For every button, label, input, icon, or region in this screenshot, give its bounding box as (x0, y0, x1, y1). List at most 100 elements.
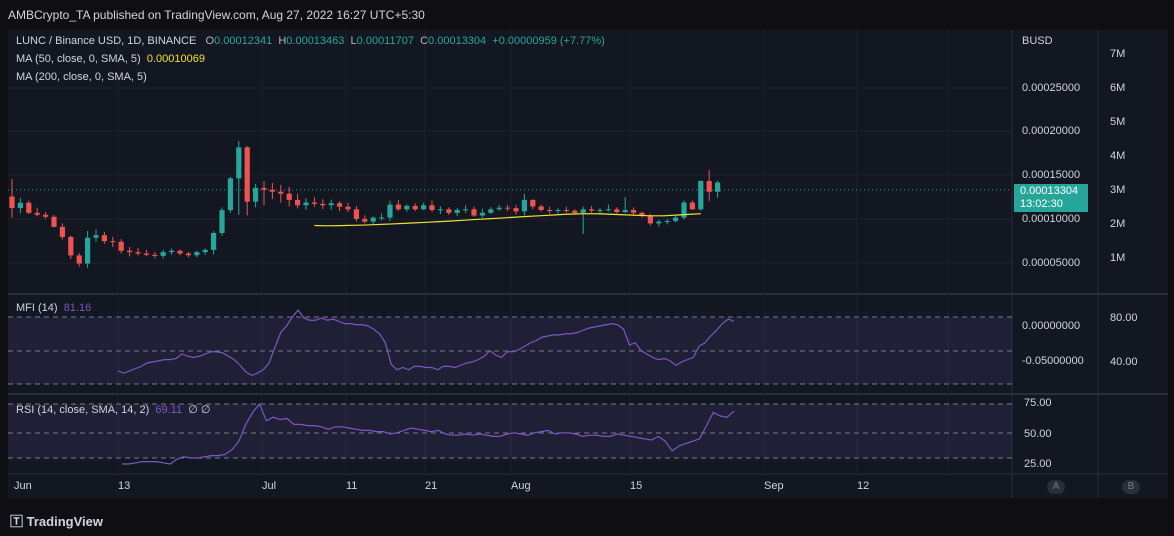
candle-body[interactable] (547, 210, 553, 212)
candle-body[interactable] (706, 180, 712, 192)
candle-body[interactable] (656, 221, 662, 224)
candle-body[interactable] (370, 217, 376, 222)
candle-body[interactable] (34, 212, 40, 215)
candle-body[interactable] (143, 253, 149, 255)
candle-body[interactable] (538, 206, 544, 211)
candle-body[interactable] (311, 202, 317, 204)
ma200-label[interactable]: MA (200, close, 0, SMA, 5) (16, 71, 147, 83)
symbol-label[interactable]: LUNC / Binance USD, 1D, BINANCE (16, 35, 197, 47)
candle-body[interactable] (303, 202, 309, 206)
candle-body[interactable] (395, 204, 401, 210)
auto-scale-button[interactable]: A (1047, 480, 1065, 494)
mfi-label[interactable]: MFI (14) (16, 302, 58, 314)
candle-body[interactable] (110, 241, 116, 243)
candle-body[interactable] (362, 218, 368, 222)
candle-body[interactable] (580, 209, 586, 213)
candle-body[interactable] (17, 202, 23, 209)
candle-body[interactable] (202, 249, 208, 253)
candle-body[interactable] (269, 189, 275, 192)
candle-body[interactable] (379, 217, 385, 219)
candle-body[interactable] (622, 210, 628, 213)
candle-body[interactable] (446, 209, 452, 213)
candle-body[interactable] (664, 220, 670, 222)
candle-body[interactable] (647, 215, 653, 224)
candle-body[interactable] (177, 250, 183, 254)
candle-body[interactable] (454, 210, 460, 213)
log-scale-button[interactable]: B (1122, 480, 1140, 494)
candle-body[interactable] (496, 207, 502, 210)
candle-body[interactable] (488, 209, 494, 213)
candle-body[interactable] (227, 178, 233, 211)
candle-body[interactable] (295, 199, 301, 206)
candle-body[interactable] (337, 203, 343, 207)
candle-body[interactable] (76, 255, 82, 264)
candle-body[interactable] (597, 210, 603, 212)
candle-body[interactable] (93, 235, 99, 238)
candle-body[interactable] (59, 226, 65, 237)
candle-body[interactable] (681, 202, 687, 218)
mfi-legend[interactable]: MFI (14) 81.16 (16, 302, 91, 314)
candle-body[interactable] (429, 205, 435, 211)
candle-body[interactable] (698, 180, 704, 210)
candle-body[interactable] (673, 217, 679, 221)
candle-body[interactable] (219, 210, 225, 234)
candle-body[interactable] (421, 205, 427, 210)
candle-body[interactable] (353, 209, 359, 219)
candle-body[interactable] (244, 147, 250, 202)
candle-body[interactable] (563, 210, 569, 212)
candle-body[interactable] (463, 209, 469, 211)
candle-body[interactable] (278, 191, 284, 194)
rsi-legend[interactable]: RSI (14, close, SMA, 14, 2) 69.11 ∅ ∅ (16, 403, 210, 416)
candle-body[interactable] (437, 209, 443, 211)
candle-body[interactable] (387, 204, 393, 218)
candle-body[interactable] (320, 203, 326, 206)
currency-label[interactable]: BUSD (1022, 35, 1053, 47)
candle-body[interactable] (286, 193, 292, 200)
candle-body[interactable] (51, 216, 57, 227)
candle-body[interactable] (715, 182, 721, 192)
candle-body[interactable] (118, 241, 124, 251)
candle-body[interactable] (160, 252, 166, 256)
candles[interactable] (9, 140, 721, 268)
candle-body[interactable] (631, 210, 637, 213)
candle-body[interactable] (261, 187, 267, 190)
candle-body[interactable] (521, 199, 527, 212)
candle-body[interactable] (605, 209, 611, 211)
candle-body[interactable] (85, 237, 91, 264)
candle-body[interactable] (101, 235, 107, 242)
candle-body[interactable] (9, 196, 15, 209)
ma200-legend[interactable]: MA (200, close, 0, SMA, 5) (16, 71, 147, 83)
candle-body[interactable] (412, 205, 418, 210)
candle-body[interactable] (572, 210, 578, 213)
candle-body[interactable] (328, 203, 334, 206)
candle-body[interactable] (479, 212, 485, 216)
ma50-label[interactable]: MA (50, close, 0, SMA, 5) (16, 53, 141, 65)
candle-body[interactable] (127, 250, 133, 253)
current-price-badge[interactable]: 0.00013304 13:02:30 (1014, 184, 1088, 212)
chart-canvas[interactable] (8, 30, 1168, 498)
main-legend[interactable]: LUNC / Binance USD, 1D, BINANCE O0.00012… (16, 35, 605, 47)
candle-body[interactable] (555, 210, 561, 212)
candle-body[interactable] (43, 214, 49, 217)
candle-body[interactable] (471, 209, 477, 216)
candle-body[interactable] (253, 187, 259, 202)
ma50-legend[interactable]: MA (50, close, 0, SMA, 5) 0.00010069 (16, 53, 205, 65)
candle-body[interactable] (345, 206, 351, 210)
candle-body[interactable] (26, 202, 32, 213)
candle-body[interactable] (404, 205, 410, 210)
chart-frame[interactable] (8, 30, 1168, 498)
candle-body[interactable] (505, 207, 511, 209)
candle-body[interactable] (639, 212, 645, 216)
candle-body[interactable] (236, 147, 242, 179)
candle-body[interactable] (194, 252, 200, 256)
candle-body[interactable] (152, 254, 158, 256)
rsi-label[interactable]: RSI (14, close, SMA, 14, 2) (16, 404, 150, 416)
candle-body[interactable] (589, 209, 595, 211)
candle-body[interactable] (513, 208, 519, 212)
tradingview-logo[interactable]: 🅃 TradingView (10, 511, 103, 530)
candle-body[interactable] (68, 236, 74, 256)
candle-body[interactable] (614, 209, 620, 213)
candle-body[interactable] (530, 199, 536, 207)
candle-body[interactable] (135, 252, 141, 254)
candle-body[interactable] (169, 250, 175, 253)
